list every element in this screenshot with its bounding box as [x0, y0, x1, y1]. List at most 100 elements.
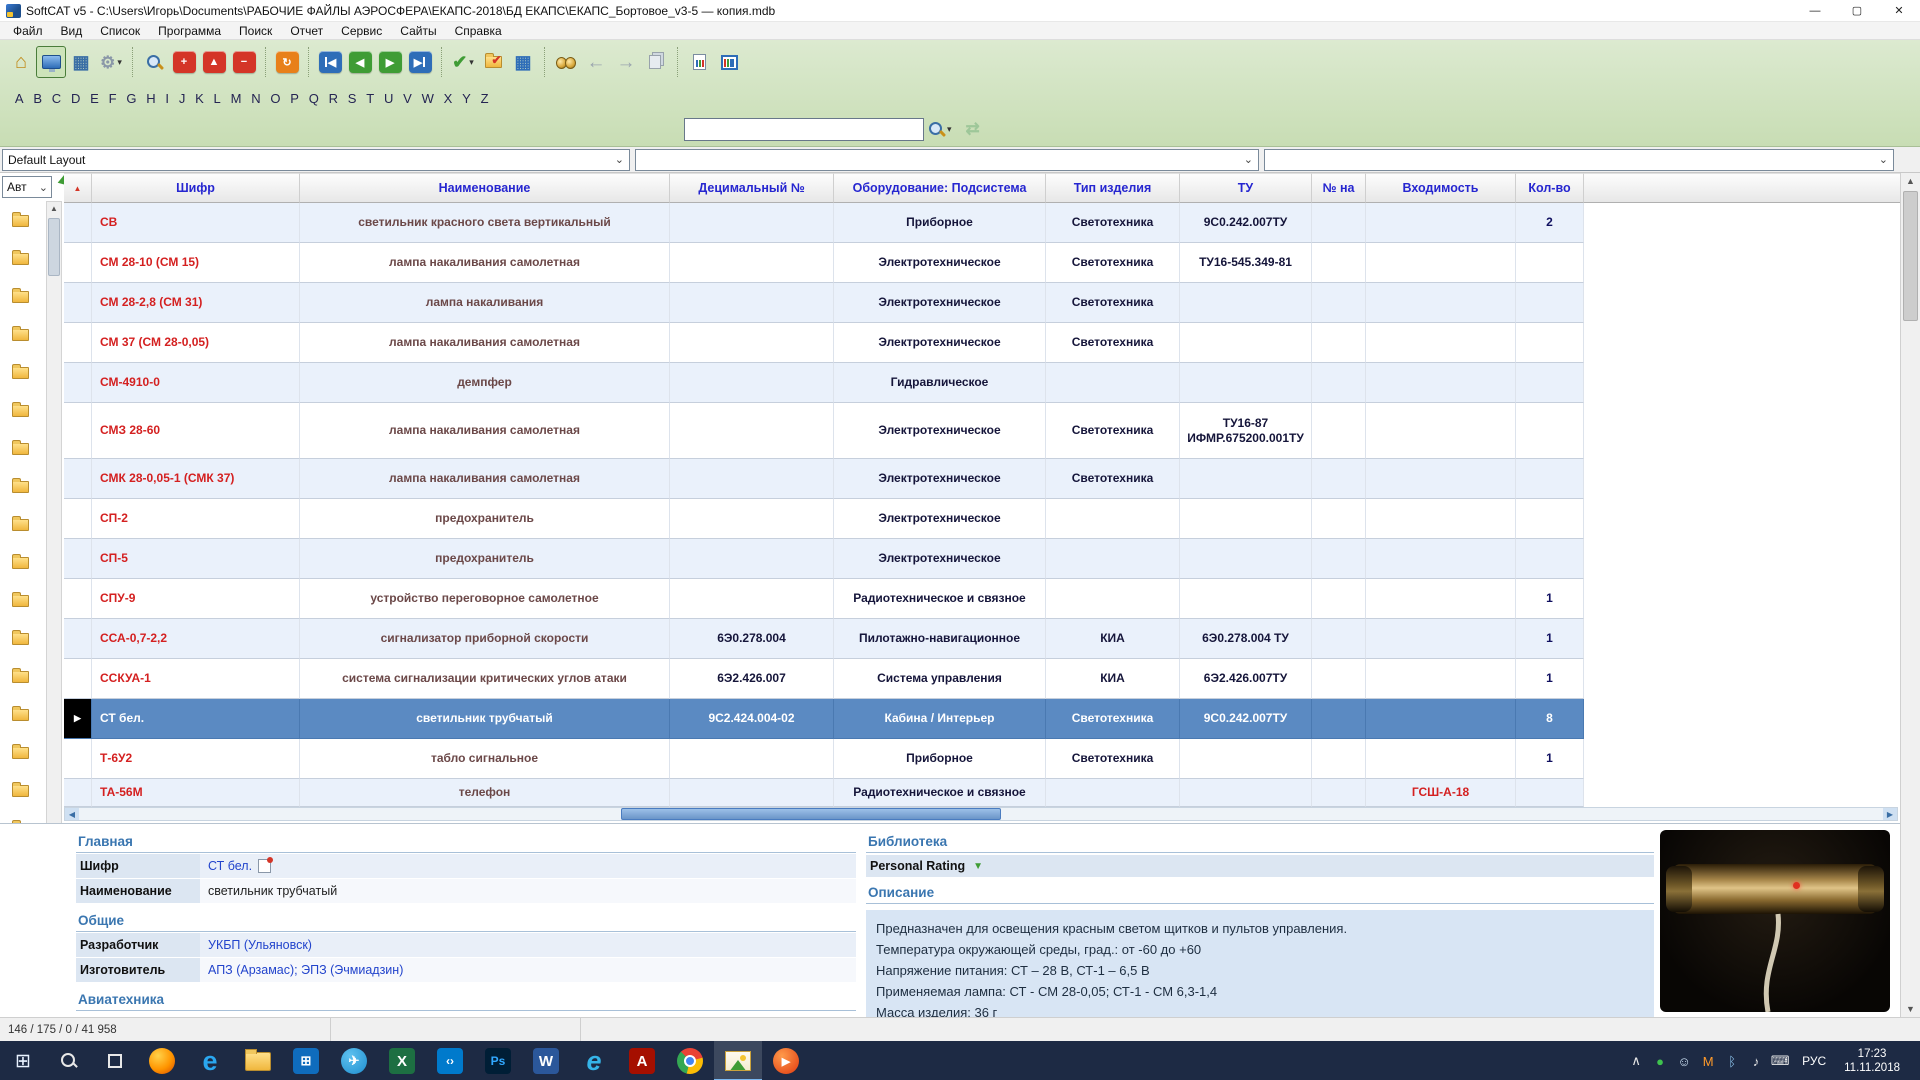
report-button[interactable]: [684, 46, 714, 78]
scroll-up-icon[interactable]: ▲: [1906, 176, 1915, 186]
copy-pages-button[interactable]: [641, 46, 671, 78]
letter-N[interactable]: N: [251, 90, 261, 106]
scroll-up-icon[interactable]: ▲: [50, 204, 58, 213]
letter-E[interactable]: E: [90, 90, 99, 106]
search-dropdown-icon[interactable]: ▾: [947, 123, 952, 134]
filter-combo-3[interactable]: ⌄: [1264, 148, 1894, 171]
chrome-taskbar-button[interactable]: [666, 1041, 714, 1080]
first-record-button[interactable]: ◀: [315, 46, 345, 78]
tree-folder-icon[interactable]: [12, 326, 29, 341]
menu-item-0[interactable]: Файл: [13, 23, 43, 38]
close-button[interactable]: ✕: [1894, 5, 1904, 17]
horizontal-scrollbar[interactable]: ◀ ▶: [64, 807, 1898, 821]
letter-I[interactable]: I: [165, 90, 170, 106]
internet-explorer-taskbar-button[interactable]: e: [570, 1041, 618, 1080]
letter-V[interactable]: V: [403, 90, 412, 106]
menu-item-1[interactable]: Вид: [60, 23, 83, 38]
menu-item-7[interactable]: Сайты: [400, 23, 437, 38]
letter-Y[interactable]: Y: [462, 90, 471, 106]
letter-L[interactable]: L: [213, 90, 221, 106]
column-header-name[interactable]: Наименование: [300, 173, 670, 203]
tree-folder-icon[interactable]: [12, 288, 29, 303]
tree-folder-icon[interactable]: [12, 668, 29, 683]
folder-check-button[interactable]: ✔: [478, 46, 508, 78]
column-header-qty[interactable]: Кол-во: [1516, 173, 1584, 203]
column-header-code[interactable]: Шифр: [92, 173, 300, 203]
letter-C[interactable]: C: [51, 90, 62, 106]
edge-taskbar-button[interactable]: e: [186, 1041, 234, 1080]
firefox-taskbar-button[interactable]: [138, 1041, 186, 1080]
table-row[interactable]: СП-2 предохранитель Электротехническое: [64, 499, 1584, 539]
volume-icon[interactable]: ♪: [1752, 1053, 1760, 1069]
view-table-button[interactable]: ▦: [66, 46, 96, 78]
vscroll-thumb[interactable]: [1903, 191, 1918, 321]
next-record-button[interactable]: ▶: [375, 46, 405, 78]
forward-button[interactable]: →: [611, 46, 641, 78]
tree-folder-icon[interactable]: [12, 782, 29, 797]
letter-H[interactable]: H: [146, 90, 156, 106]
tree-folder-icon[interactable]: [12, 402, 29, 417]
minimize-button[interactable]: —: [1809, 4, 1821, 17]
column-header-decimal[interactable]: Децимальный №: [670, 173, 834, 203]
tree-folder-icon[interactable]: [12, 592, 29, 607]
letter-J[interactable]: J: [178, 90, 186, 106]
telegram-taskbar-button[interactable]: ✈: [330, 1041, 378, 1080]
start-button[interactable]: ⊞: [15, 1050, 31, 1072]
layout-combo[interactable]: Default Layout ⌄: [2, 148, 630, 171]
tree-scrollbar[interactable]: ▲ ▼: [46, 201, 62, 1017]
letter-O[interactable]: O: [270, 90, 281, 106]
letter-A[interactable]: A: [14, 90, 24, 106]
letter-F[interactable]: F: [108, 90, 117, 106]
home-button[interactable]: ⌂: [6, 46, 36, 78]
filter-combo-2[interactable]: ⌄: [635, 148, 1259, 171]
taskbar-clock[interactable]: 17:23 11.11.2018: [1836, 1047, 1908, 1075]
tree-folder-icon[interactable]: [12, 212, 29, 227]
hscroll-thumb[interactable]: [621, 808, 1001, 820]
tree-scroll-thumb[interactable]: [48, 218, 60, 276]
tree-folder-icon[interactable]: [12, 440, 29, 455]
tree-folder-icon[interactable]: [12, 364, 29, 379]
menu-item-6[interactable]: Сервис: [341, 23, 383, 38]
column-header-tu[interactable]: ТУ: [1180, 173, 1312, 203]
bluetooth-icon[interactable]: ᛒ: [1728, 1053, 1737, 1069]
add-record-button[interactable]: +: [169, 46, 199, 78]
search-icon[interactable]: [928, 121, 945, 138]
settings-button[interactable]: ⚙ ▾: [96, 46, 126, 78]
table-row[interactable]: СП-5 предохранитель Электротехническое: [64, 539, 1584, 579]
developer-field-value[interactable]: УКБП (Ульяновск): [200, 933, 856, 957]
acrobat-taskbar-button[interactable]: A: [618, 1041, 666, 1080]
letter-T[interactable]: T: [366, 90, 375, 106]
back-button[interactable]: ←: [581, 46, 611, 78]
letter-X[interactable]: X: [443, 90, 453, 106]
table-row[interactable]: ТА-56М телефон Радиотехническое и связное Г…: [64, 779, 1584, 807]
letter-K[interactable]: K: [195, 90, 204, 106]
letter-Z[interactable]: Z: [480, 90, 489, 106]
letter-B[interactable]: B: [33, 90, 43, 106]
table-row[interactable]: СМЗ 28-60 лампа накаливания самолетная Эле…: [64, 403, 1584, 459]
table-row[interactable]: ▶ СТ бел. светильник трубчатый 9С2.424.004-…: [64, 699, 1584, 739]
code-link[interactable]: СТ бел.: [208, 859, 253, 873]
vertical-scrollbar[interactable]: ▲ ▼: [1900, 173, 1920, 1017]
column-header-indicator[interactable]: ▲: [64, 173, 92, 203]
letter-G[interactable]: G: [126, 90, 137, 106]
code-field-value[interactable]: СТ бел.: [200, 854, 856, 878]
media-player-taskbar-button[interactable]: ▶: [762, 1041, 810, 1080]
maximize-button[interactable]: ▢: [1851, 5, 1863, 17]
menu-item-4[interactable]: Поиск: [239, 23, 273, 38]
hidden-icons-chevron[interactable]: ∧: [1631, 1053, 1641, 1068]
keyboard-icon[interactable]: ⌨: [1770, 1053, 1790, 1068]
letter-R[interactable]: R: [328, 90, 339, 106]
table-row[interactable]: СМ 28-2,8 (СМ 31) лампа накаливания Электр…: [64, 283, 1584, 323]
table-row[interactable]: ССКУА-1 система сигнализации критических …: [64, 659, 1584, 699]
column-header-type[interactable]: Тип изделия: [1046, 173, 1180, 203]
green-status-icon[interactable]: ●: [1656, 1053, 1665, 1069]
binoculars-button[interactable]: [551, 46, 581, 78]
tree-folder-icon[interactable]: [12, 554, 29, 569]
word-taskbar-button[interactable]: W: [522, 1041, 570, 1080]
photoshop-taskbar-button[interactable]: Ps: [474, 1041, 522, 1080]
letter-S[interactable]: S: [347, 90, 357, 106]
search-input[interactable]: [684, 117, 924, 141]
tree-folder-icon[interactable]: [12, 744, 29, 759]
auto-filter-combo[interactable]: Авт ⌄: [2, 176, 52, 198]
table-row[interactable]: СМ-4910-0 демпфер Гидравлическое: [64, 363, 1584, 403]
